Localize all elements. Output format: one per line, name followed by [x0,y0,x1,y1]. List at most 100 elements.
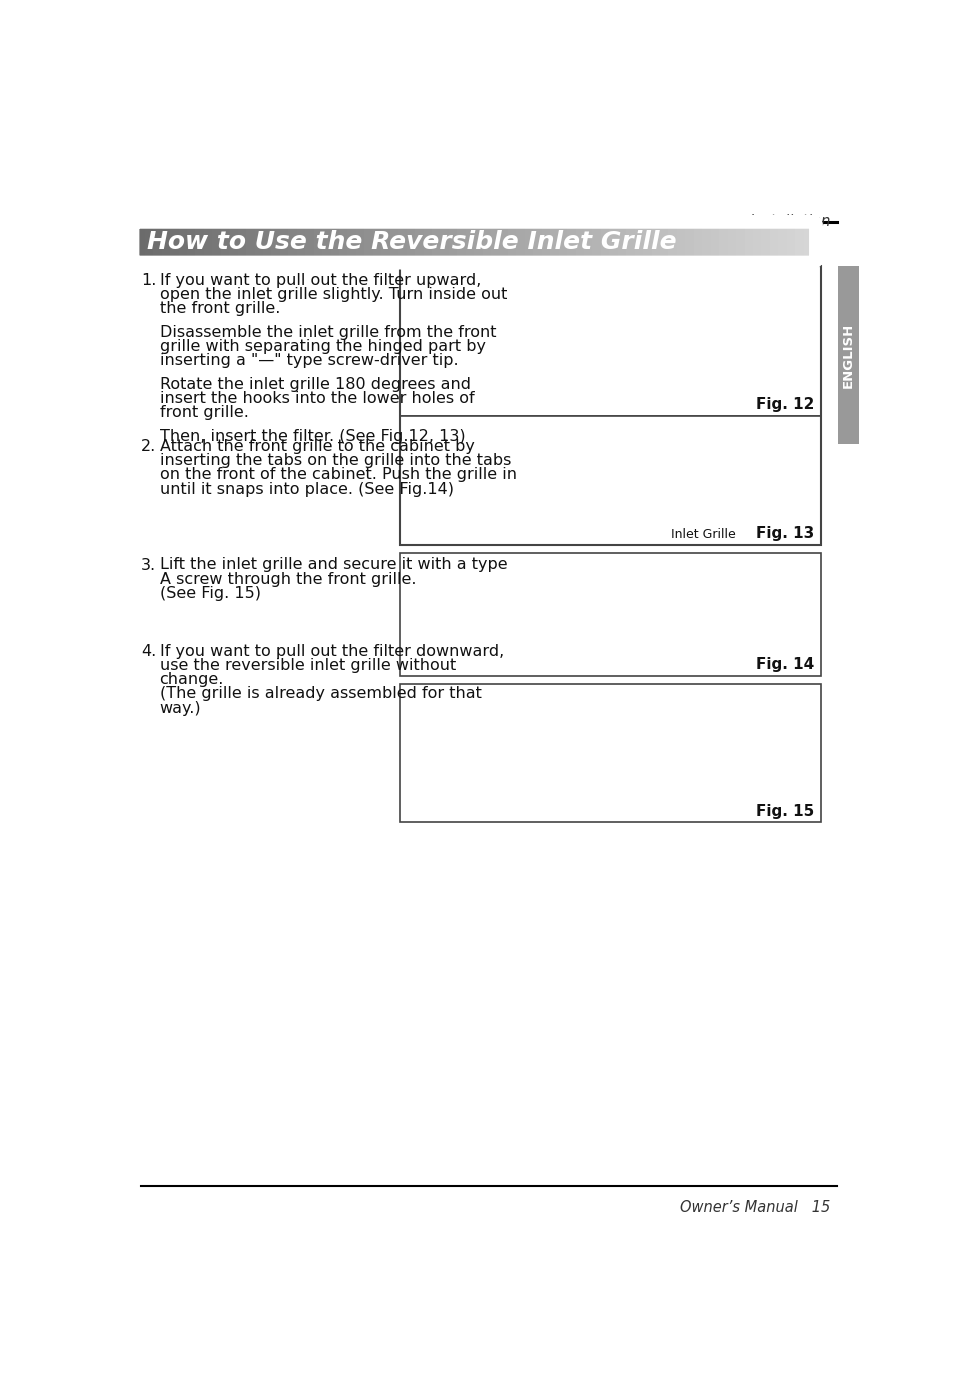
Bar [406,225,416,259]
Bar [625,225,635,259]
Bar [187,225,196,259]
Bar [415,225,424,259]
Bar [397,225,407,259]
Text: 3.: 3. [141,557,156,572]
Text: If you want to pull out the filter downward,: If you want to pull out the filter downw… [159,644,503,659]
Text: Then, insert the filter. (See Fig.12, 13): Then, insert the filter. (See Fig.12, 13… [159,428,465,443]
Text: Rotate the inlet grille 180 degrees and: Rotate the inlet grille 180 degrees and [159,376,470,392]
Text: Fig. 14: Fig. 14 [756,658,814,673]
Text: ENGLISH: ENGLISH [841,322,854,388]
Text: Disassemble the inlet grille from the front: Disassemble the inlet grille from the fr… [159,325,496,340]
Bar [465,225,475,259]
Bar [399,684,820,823]
Text: way.): way.) [159,701,201,716]
Bar [399,416,820,546]
Bar [651,225,660,259]
Bar [795,225,803,259]
Bar [272,225,280,259]
Bar [161,225,171,259]
Bar [399,266,820,546]
Text: Fig. 15: Fig. 15 [756,803,814,818]
Bar [618,225,626,259]
Text: A screw through the front grille.: A screw through the front grille. [159,572,416,586]
Text: open the inlet grille slightly. Turn inside out: open the inlet grille slightly. Turn ins… [159,287,506,302]
Bar [482,225,492,259]
Bar [364,225,374,259]
Text: 1.: 1. [141,273,156,288]
Text: (See Fig. 15): (See Fig. 15) [159,586,260,602]
Bar [423,225,433,259]
Text: change.: change. [159,673,224,687]
Bar [558,225,567,259]
Bar [609,225,618,259]
Bar [136,225,146,259]
Bar [314,225,322,259]
Bar [373,225,381,259]
Bar [432,225,440,259]
Bar [837,266,858,443]
Bar [802,225,812,259]
Bar [347,225,356,259]
Bar [778,225,787,259]
Text: Fig. 13: Fig. 13 [756,526,814,541]
Text: on the front of the cabinet. Push the grille in: on the front of the cabinet. Push the gr… [159,467,516,483]
Bar [440,225,449,259]
Bar [566,225,576,259]
Bar [491,225,499,259]
Bar [170,225,179,259]
Text: the front grille.: the front grille. [159,301,279,316]
Bar [642,225,652,259]
Bar [305,225,314,259]
Bar [153,225,162,259]
Bar [752,225,761,259]
Text: front grille.: front grille. [159,406,248,420]
Text: Owner’s Manual   15: Owner’s Manual 15 [679,1200,830,1214]
Bar [279,225,289,259]
Bar [204,225,213,259]
Bar [507,225,517,259]
Bar [195,225,205,259]
Bar [659,225,669,259]
Bar [693,225,702,259]
Bar [701,225,711,259]
Bar [220,225,230,259]
Text: inserting the tabs on the grille into the tabs: inserting the tabs on the grille into th… [159,453,511,469]
Bar [331,225,339,259]
Bar [254,225,264,259]
Bar [296,225,306,259]
Bar [719,225,728,259]
Bar [541,225,551,259]
Text: inserting a "—" type screw-driver tip.: inserting a "—" type screw-driver tip. [159,353,457,368]
Bar [736,225,744,259]
Bar [322,225,331,259]
Text: 4.: 4. [141,644,156,659]
Bar [786,225,795,259]
Bar [634,225,643,259]
Bar [178,225,188,259]
Bar [237,225,247,259]
Bar [677,225,685,259]
Bar [727,225,736,259]
Bar [743,225,753,259]
Bar [390,225,398,259]
Bar [760,225,770,259]
Text: Attach the front grille to the cabinet by: Attach the front grille to the cabinet b… [159,439,474,453]
Text: Fig. 12: Fig. 12 [756,397,814,411]
Bar [338,225,348,259]
Text: insert the hooks into the lower holes of: insert the hooks into the lower holes of [159,390,474,406]
Bar [381,225,390,259]
Bar [399,553,820,676]
Bar [769,225,779,259]
Bar [263,225,272,259]
Bar [600,225,610,259]
Bar [533,225,542,259]
Bar [550,225,558,259]
Bar [399,266,820,416]
Bar [516,225,525,259]
Text: use the reversible inlet grille without: use the reversible inlet grille without [159,658,456,673]
Bar [710,225,720,259]
Bar [246,225,255,259]
Text: Installation: Installation [748,214,830,229]
Bar [684,225,694,259]
Bar [288,225,297,259]
